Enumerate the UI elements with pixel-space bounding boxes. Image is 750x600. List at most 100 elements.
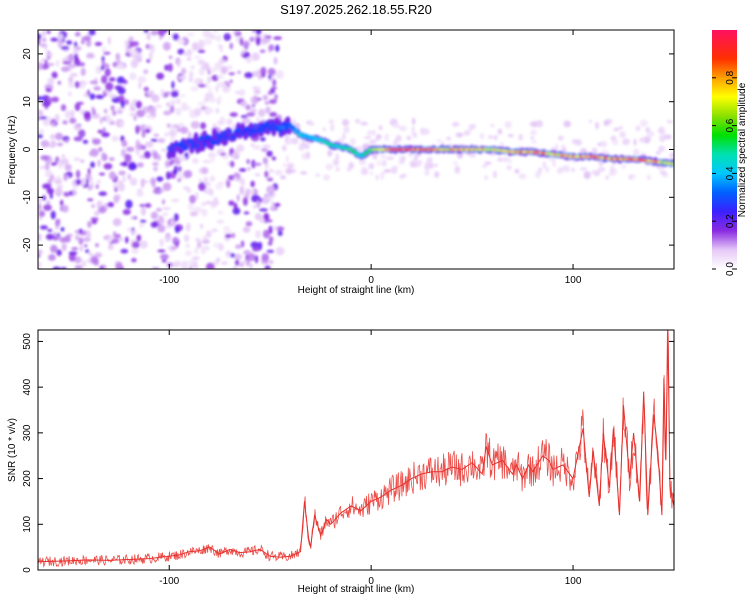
spectrogram-noise-blob [137, 76, 147, 83]
colorbar-tick-label: 0.2 [725, 214, 736, 228]
spectrogram-noise-blob [276, 226, 285, 232]
spectrogram-noise-blob [129, 163, 137, 170]
spectrogram-noise-blob [190, 65, 196, 70]
spectrogram-noise-blob [656, 165, 665, 171]
spectrogram-noise-blob [170, 198, 180, 203]
spectrogram-noise-blob [124, 154, 132, 163]
spectrogram-noise-blob [646, 130, 655, 137]
spectrogram-noise-blob [369, 171, 374, 176]
spectrogram-noise-blob [56, 142, 64, 147]
spectrogram-noise-blob [332, 158, 340, 166]
spectrogram-noise-blob [101, 132, 110, 138]
spectrogram-noise-blob [187, 260, 196, 264]
spectrogram-ridge-core [262, 125, 266, 129]
spectrogram-noise-blob [63, 191, 69, 197]
spectrogram-noise-blob [41, 38, 47, 42]
spectrogram-noise-blob [59, 199, 64, 206]
spectrogram-noise-blob [502, 156, 510, 163]
spectrogram-noise-blob [51, 71, 58, 79]
spectrogram-noise-blob [167, 246, 171, 251]
spectrogram-ridge-mid [202, 143, 207, 148]
spectrogram-noise-blob [94, 41, 103, 47]
spectrogram-noise-blob [49, 133, 56, 140]
spectrogram-noise-blob [262, 94, 269, 101]
spectrogram-noise-blob [95, 243, 99, 248]
spectrogram-noise-blob [190, 120, 200, 129]
spectrogram-noise-blob [124, 236, 129, 244]
spectrogram-noise-blob [41, 195, 47, 201]
spectrogram-noise-blob [262, 144, 271, 149]
spectrogram-noise-blob [190, 86, 199, 92]
spectrogram-noise-blob [166, 102, 171, 107]
spectrogram-noise-blob [246, 159, 251, 165]
spectrogram-noise-blob [170, 220, 175, 225]
figure-title: S197.2025.262.18.55.R20 [280, 2, 432, 17]
spectrogram-noise-blob [102, 46, 106, 53]
spectrogram-noise-blob [327, 150, 333, 157]
snr-frame [37, 329, 675, 571]
spectrogram-noise-blob [183, 234, 190, 243]
spectrogram-noise-blob [112, 231, 117, 238]
spectrogram-noise-blob [114, 187, 118, 193]
spectrogram-noise-blob [635, 125, 641, 132]
spectrogram-noise-blob [286, 163, 295, 169]
spectrogram-noise-blob [200, 122, 207, 130]
spectrogram-noise-blob [90, 217, 99, 221]
spectrogram-ridge-core [212, 137, 217, 141]
spectrogram-noise-blob [118, 237, 124, 242]
spectrogram-noise-blob [394, 165, 399, 169]
spectrogram-noise-blob [40, 140, 50, 148]
spectrogram-noise-blob [173, 124, 180, 129]
spectrogram-x-ticks: -100 0 100 [159, 30, 582, 286]
spectrogram-noise-blob [535, 120, 543, 128]
spectrogram-noise-blob [259, 197, 263, 203]
spectrogram-noise-blob [113, 194, 119, 204]
spectrogram-noise-blob [393, 139, 398, 146]
spectrogram-noise-blob [56, 59, 60, 67]
spectrogram-noise-blob [633, 138, 637, 146]
spectrogram-noise-blob [94, 210, 100, 216]
spectrogram-noise-blob [42, 183, 52, 190]
spectrogram-noise-blob [258, 208, 268, 212]
spectrogram-noise-blob [211, 228, 218, 233]
spectrogram-noise-blob [50, 37, 59, 42]
spectrogram-noise-blob [172, 33, 179, 41]
spectrogram-noise-blob [139, 203, 146, 208]
spectrogram-ridge-mid [222, 130, 227, 135]
spectrogram-noise-blob [196, 240, 202, 249]
spectrogram-noise-blob [245, 56, 252, 63]
spectrogram-noise-blob [239, 185, 245, 195]
spectrogram-noise-blob [463, 130, 471, 136]
spectrogram-noise-blob [375, 174, 379, 181]
spectrogram-noise-blob [150, 177, 157, 186]
spectrogram-noise-blob [38, 33, 42, 40]
spectrogram-noise-blob [73, 136, 83, 142]
spectrogram-noise-blob [57, 39, 64, 49]
spectrogram-noise-blob [663, 134, 672, 140]
spectrogram-noise-blob [655, 150, 661, 155]
spectrogram-noise-blob [346, 167, 352, 172]
spectrogram-noise-blob [184, 250, 193, 256]
spectrogram-noise-blob [170, 245, 178, 251]
spectrogram-noise-blob [88, 252, 93, 256]
spectrogram-noise-blob [619, 131, 626, 138]
spectrogram-noise-blob [380, 172, 385, 180]
spectrogram-noise-blob [57, 235, 63, 241]
spectrogram-noise-blob [135, 148, 140, 156]
spectrogram-noise-blob [669, 152, 674, 159]
spectrogram-noise-blob [78, 237, 84, 245]
spectrogram-noise-blob [266, 185, 276, 195]
spectrogram-noise-blob [424, 165, 430, 172]
spectrogram-ridge-mid [268, 127, 273, 132]
spectrogram-noise-blob [242, 40, 250, 48]
spectrogram-noise-blob [274, 169, 283, 176]
spectrogram-y-tick-label: 10 [22, 96, 33, 108]
spectrogram-noise-blob [484, 175, 488, 181]
spectrogram-noise-blob [281, 145, 287, 152]
spectrogram-noise-blob [277, 230, 283, 237]
colorbar-gradient [712, 30, 737, 269]
spectrogram-noise-blob [163, 110, 172, 116]
spectrogram-noise-blob [198, 182, 206, 192]
spectrogram-noise-blob [529, 129, 538, 136]
spectrogram-noise-blob [226, 65, 233, 70]
